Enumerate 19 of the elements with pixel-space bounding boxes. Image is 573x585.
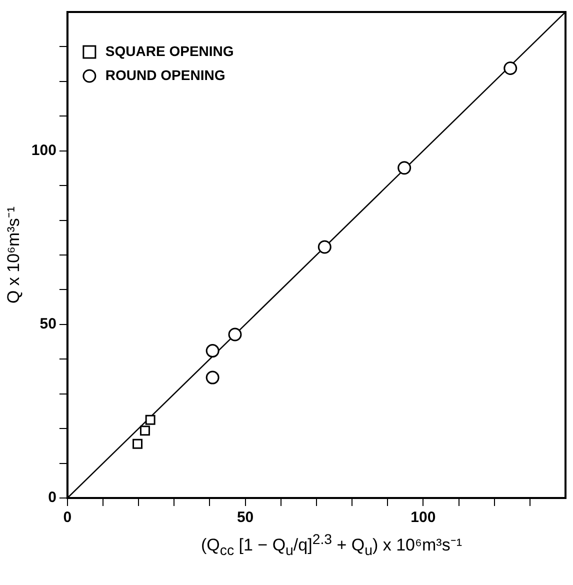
point (398, 161, 412, 175)
x-tick-label: 100 (410, 509, 436, 526)
point (145, 414, 156, 425)
point (228, 328, 242, 342)
x-tick-label: 50 (236, 509, 254, 526)
point (504, 61, 518, 75)
y-tick-label: 0 (48, 489, 56, 506)
y-axis-title: Q x 10⁶m³s⁻¹ (4, 206, 23, 304)
y-tick-label: 50 (40, 316, 56, 333)
legend-label: SQUARE OPENING (105, 42, 234, 59)
y-tick-label: 100 (31, 142, 56, 159)
point (140, 426, 150, 436)
x-tick-label: 0 (63, 509, 72, 526)
text: (Q$_{cc}$ [1 − Q$_{u}$/q]$^{2.3}$ + Q$_{u}$) x 10⁶m³s⁻¹ (201, 532, 462, 560)
point (318, 240, 332, 254)
point (132, 438, 143, 449)
legend-label: ROUND OPENING (105, 66, 226, 83)
point (206, 370, 220, 384)
point (206, 344, 220, 358)
